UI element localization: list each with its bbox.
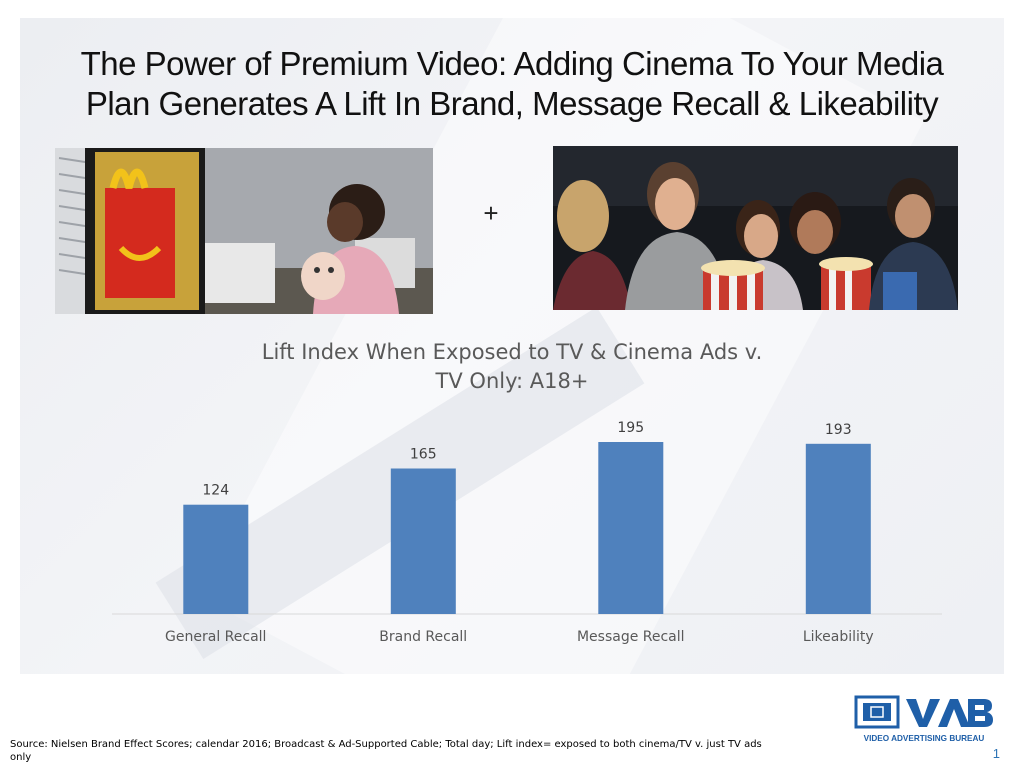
- chart-title-line-2: TV Only: A18+: [435, 369, 589, 393]
- cinema-audience-photo: [553, 146, 958, 310]
- chart-marks: 124 General Recall 165 Brand Recall 195 Messa…: [165, 420, 874, 645]
- vab-logo-tagline: VIDEO ADVERTISING BUREAU: [864, 734, 985, 743]
- page-number: 1: [992, 746, 1000, 761]
- bar-message-recall: [598, 442, 664, 614]
- slide-title-line-1: The Power of Premium Video: Adding Cinem…: [80, 45, 944, 82]
- plus-sign: +: [483, 198, 499, 228]
- cinema-audience-illustration: [553, 146, 958, 310]
- data-label: 165: [410, 447, 437, 463]
- data-label: 193: [825, 422, 852, 438]
- bar-brand-recall: [390, 468, 456, 614]
- tv-viewing-photo: [55, 148, 433, 314]
- bar-likeability: [805, 443, 871, 614]
- tv-viewing-illustration: [55, 148, 433, 314]
- data-label: 124: [202, 483, 229, 499]
- x-tick-label: Message Recall: [577, 629, 685, 645]
- chart-title: Lift Index When Exposed to TV & Cinema A…: [200, 338, 824, 396]
- bar-general-recall: [183, 504, 249, 614]
- x-tick-label: Brand Recall: [379, 629, 467, 645]
- chart-title-line-1: Lift Index When Exposed to TV & Cinema A…: [261, 340, 763, 364]
- data-label: 195: [617, 420, 644, 436]
- x-tick-label: General Recall: [165, 629, 266, 645]
- slide-title: The Power of Premium Video: Adding Cinem…: [40, 44, 984, 124]
- slide-title-line-2: Plan Generates A Lift In Brand, Message …: [85, 85, 939, 122]
- source-footnote: Source: Nielsen Brand Effect Scores; cal…: [10, 739, 762, 763]
- vab-logo: VIDEO ADVERTISING BUREAU: [854, 695, 993, 743]
- x-tick-label: Likeability: [803, 629, 874, 645]
